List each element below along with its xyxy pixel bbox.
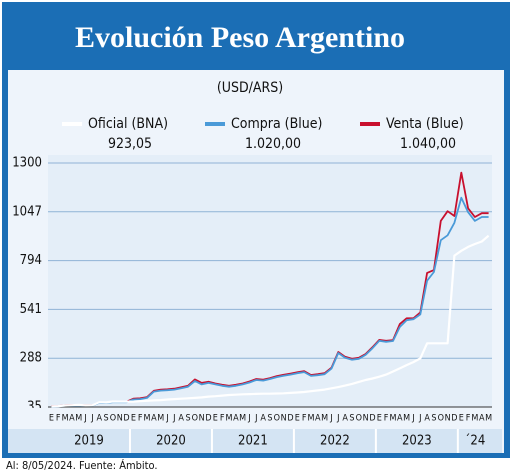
x-tick-label: A bbox=[69, 414, 75, 424]
x-tick-label: E bbox=[49, 414, 54, 424]
legend-label: Oficial (BNA) bbox=[88, 116, 168, 132]
x-tick-label: D bbox=[123, 414, 129, 424]
year-label: 2023 bbox=[402, 434, 432, 449]
y-tick-label: 1047 bbox=[12, 204, 42, 219]
legend-value: 1.040,00 bbox=[400, 136, 456, 152]
x-tick-label: M bbox=[403, 414, 410, 424]
x-tick-label: S bbox=[185, 414, 190, 424]
y-tick-label: 541 bbox=[20, 302, 42, 317]
x-tick-label: E bbox=[459, 414, 464, 424]
x-tick-label: N bbox=[281, 414, 287, 424]
x-tick-label: J bbox=[329, 414, 332, 424]
x-tick-label: M bbox=[157, 414, 164, 424]
x-tick-label: M bbox=[389, 414, 396, 424]
x-tick-label: D bbox=[205, 414, 211, 424]
footer: Al: 8/05/2024. Fuente: Ámbito. bbox=[6, 459, 158, 472]
x-tick-label: S bbox=[431, 414, 436, 424]
x-tick-label: O bbox=[274, 414, 280, 424]
x-tick-label: D bbox=[369, 414, 375, 424]
x-tick-label: A bbox=[479, 414, 485, 424]
x-tick-label: A bbox=[315, 414, 321, 424]
x-tick-label: M bbox=[307, 414, 314, 424]
x-tick-label: D bbox=[451, 414, 457, 424]
x-tick-label: M bbox=[471, 414, 478, 424]
x-tick-label: A bbox=[96, 414, 102, 424]
legend-value: 923,05 bbox=[108, 136, 152, 152]
legend-label: Venta (Blue) bbox=[386, 116, 464, 132]
x-tick-label: S bbox=[349, 414, 354, 424]
y-tick-label: 288 bbox=[20, 351, 42, 366]
x-tick-label: F bbox=[384, 414, 389, 424]
x-tick-label: O bbox=[438, 414, 444, 424]
x-tick-label: M bbox=[144, 414, 151, 424]
x-tick-label: J bbox=[411, 414, 414, 424]
x-tick-label: A bbox=[178, 414, 184, 424]
x-tick-label: J bbox=[336, 414, 339, 424]
x-tick-label: E bbox=[377, 414, 382, 424]
x-tick-label: J bbox=[254, 414, 257, 424]
x-tick-label: E bbox=[213, 414, 218, 424]
plot-area bbox=[48, 155, 492, 407]
x-tick-label: M bbox=[321, 414, 328, 424]
x-tick-label: S bbox=[103, 414, 108, 424]
year-label: 2022 bbox=[320, 434, 350, 449]
x-tick-label: A bbox=[233, 414, 239, 424]
x-tick-label: J bbox=[247, 414, 250, 424]
y-tick-label: 794 bbox=[20, 253, 42, 268]
x-tick-label: O bbox=[356, 414, 362, 424]
x-tick-label: M bbox=[75, 414, 82, 424]
y-tick-label: 1300 bbox=[12, 156, 42, 171]
x-tick-label: N bbox=[445, 414, 451, 424]
x-axis-band bbox=[8, 408, 502, 428]
x-tick-label: M bbox=[226, 414, 233, 424]
x-tick-label: A bbox=[424, 414, 430, 424]
x-tick-label: F bbox=[56, 414, 61, 424]
x-tick-label: O bbox=[110, 414, 116, 424]
x-tick-label: S bbox=[267, 414, 272, 424]
x-tick-label: A bbox=[260, 414, 266, 424]
x-tick-label: J bbox=[90, 414, 93, 424]
x-tick-label: F bbox=[138, 414, 143, 424]
legend-label: Compra (Blue) bbox=[231, 116, 322, 132]
x-tick-label: M bbox=[485, 414, 492, 424]
x-tick-label: N bbox=[363, 414, 369, 424]
year-band bbox=[8, 429, 502, 453]
x-tick-label: J bbox=[83, 414, 86, 424]
x-tick-label: O bbox=[192, 414, 198, 424]
x-tick-label: N bbox=[199, 414, 205, 424]
subtitle: (USD/ARS) bbox=[217, 80, 283, 96]
x-tick-label: A bbox=[342, 414, 348, 424]
x-tick-label: M bbox=[62, 414, 69, 424]
year-label: 2021 bbox=[238, 434, 268, 449]
x-tick-label: M bbox=[239, 414, 246, 424]
legend-value: 1.020,00 bbox=[245, 136, 301, 152]
x-tick-label: J bbox=[172, 414, 175, 424]
x-tick-label: F bbox=[220, 414, 225, 424]
x-tick-label: E bbox=[131, 414, 136, 424]
series-line bbox=[51, 234, 490, 408]
x-tick-label: N bbox=[117, 414, 123, 424]
x-tick-label: A bbox=[397, 414, 403, 424]
x-tick-label: J bbox=[418, 414, 421, 424]
x-tick-label: E bbox=[295, 414, 300, 424]
x-tick-label: F bbox=[466, 414, 471, 424]
x-tick-label: J bbox=[165, 414, 168, 424]
year-label: ´24 bbox=[465, 434, 486, 449]
x-tick-label: A bbox=[151, 414, 157, 424]
year-label: 2020 bbox=[156, 434, 186, 449]
x-tick-label: F bbox=[302, 414, 307, 424]
x-tick-label: D bbox=[287, 414, 293, 424]
year-label: 2019 bbox=[74, 434, 104, 449]
chart-title: Evolución Peso Argentino bbox=[75, 21, 405, 54]
